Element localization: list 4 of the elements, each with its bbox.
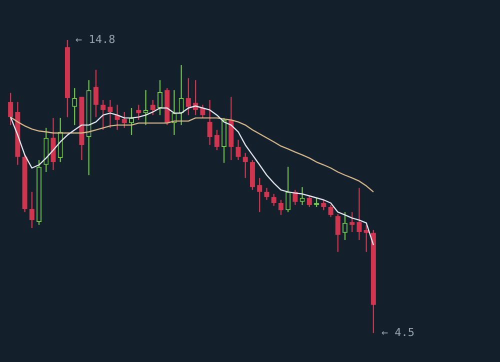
annotation: ← 14.8 — [75, 32, 116, 46]
candlestick — [356, 188, 362, 240]
candlestick — [300, 187, 305, 205]
text: ← 4.5 — [381, 326, 415, 339]
